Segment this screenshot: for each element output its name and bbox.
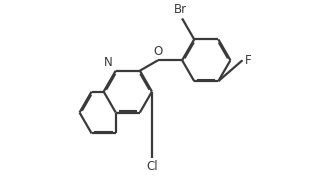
Text: N: N (104, 56, 113, 69)
Text: Br: Br (174, 3, 187, 16)
Text: O: O (153, 45, 163, 58)
Text: F: F (245, 54, 252, 67)
Text: Cl: Cl (146, 160, 158, 173)
